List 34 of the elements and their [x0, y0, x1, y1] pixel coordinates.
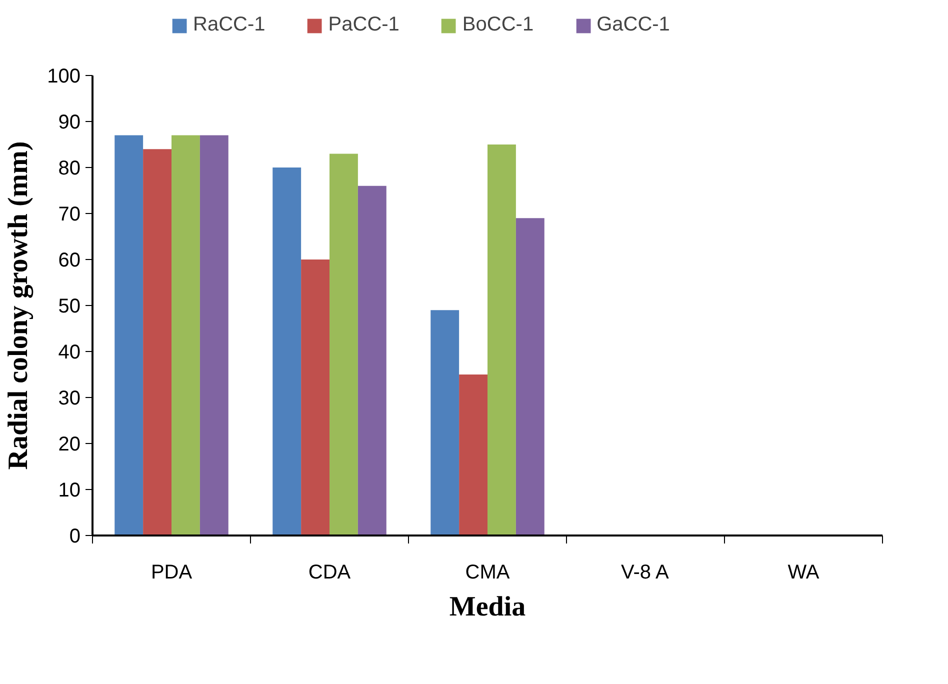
- y-tick-label: 10: [58, 480, 81, 502]
- legend-label: GaCC-1: [596, 14, 670, 36]
- y-tick-label: 30: [58, 388, 81, 410]
- bar: [172, 135, 200, 536]
- y-tick-label: 0: [69, 526, 80, 548]
- y-tick-label: 90: [58, 112, 81, 134]
- x-tick-label: WA: [788, 562, 820, 584]
- y-tick-label: 80: [58, 158, 81, 180]
- legend-label: RaCC-1: [193, 14, 266, 36]
- bar: [430, 310, 460, 536]
- bar: [488, 144, 516, 536]
- x-tick-label: V-8 A: [621, 562, 670, 584]
- x-tick-label: CDA: [308, 562, 352, 584]
- y-axis-title: Radial colony growth (mm): [3, 141, 34, 470]
- legend-label: PaCC-1: [328, 14, 400, 36]
- y-tick-label: 70: [58, 204, 81, 226]
- bar: [516, 218, 544, 536]
- bar: [301, 260, 330, 536]
- y-tick-label: 40: [58, 342, 81, 364]
- y-tick-label: 100: [47, 66, 81, 88]
- bar: [272, 168, 302, 536]
- x-tick-label: PDA: [150, 562, 193, 584]
- y-tick-label: 60: [58, 250, 81, 272]
- bar: [330, 154, 358, 536]
- y-tick-label: 50: [58, 296, 81, 318]
- bar: [143, 149, 172, 536]
- bar: [114, 135, 144, 536]
- y-tick-label: 20: [58, 434, 81, 456]
- legend-label: BoCC-1: [462, 14, 534, 36]
- bar: [358, 186, 386, 536]
- x-tick-label: CMA: [465, 562, 510, 584]
- x-axis-title: Media: [449, 592, 526, 622]
- bar: [459, 374, 488, 536]
- bar: [200, 135, 228, 536]
